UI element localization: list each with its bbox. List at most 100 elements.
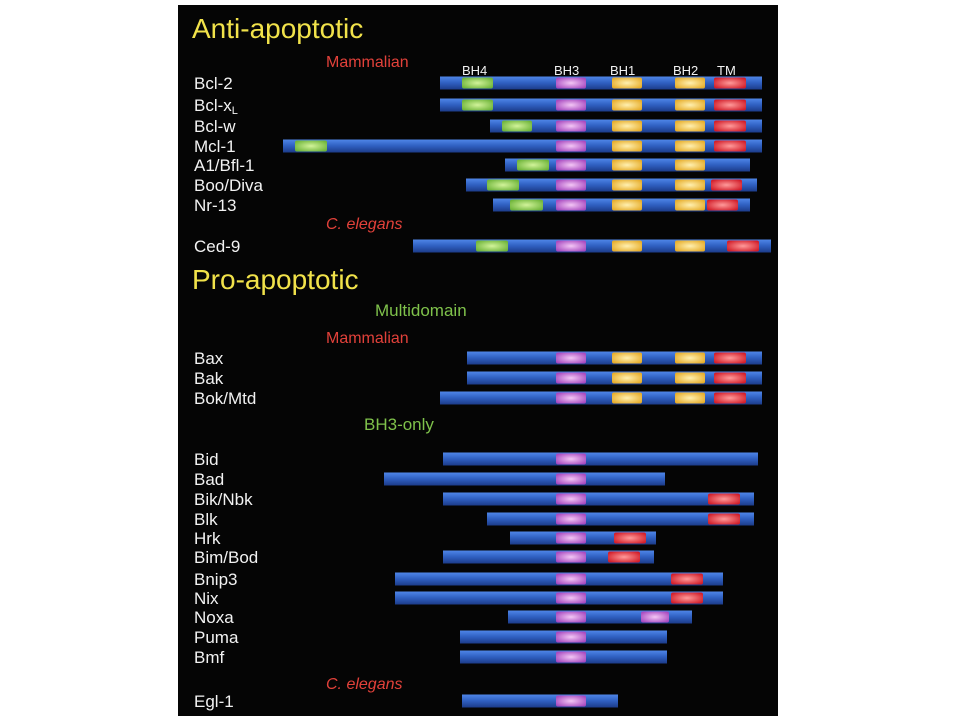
- domain-bh3: [556, 573, 586, 585]
- protein-row-bnip3: Bnip3: [194, 570, 723, 589]
- domain-bh3: [556, 77, 586, 89]
- protein-label: Bnip3: [194, 570, 237, 589]
- protein-label: Bak: [194, 369, 224, 388]
- protein-row-boo-diva: Boo/Diva: [194, 176, 757, 195]
- protein-row-bik-nbk: Bik/Nbk: [194, 490, 754, 509]
- domain-bh3: [556, 473, 586, 485]
- domain-bh3: [556, 513, 586, 525]
- protein-row-bcl-x: Bcl-xL: [194, 96, 762, 117]
- protein-label: Noxa: [194, 608, 234, 627]
- protein-row-noxa: Noxa: [194, 608, 692, 627]
- protein-backbone: [462, 694, 618, 708]
- protein-label: Bid: [194, 450, 219, 469]
- domain-bh2: [675, 77, 705, 89]
- domain-tm: [727, 240, 759, 252]
- protein-row-bcl-2: Bcl-2: [194, 74, 762, 93]
- protein-label: Bcl-w: [194, 117, 236, 136]
- protein-row-ced-9: Ced-9: [194, 237, 771, 256]
- protein-row-bad: Bad: [194, 470, 665, 489]
- domain-bh3: [556, 179, 586, 191]
- header-bh1: BH1: [610, 63, 635, 78]
- domain-tm: [671, 573, 703, 585]
- protein-row-bcl-w: Bcl-w: [194, 117, 762, 136]
- protein-label: Bik/Nbk: [194, 490, 253, 509]
- domain-tm: [614, 532, 646, 544]
- domain-bh1: [612, 372, 642, 384]
- domain-tm: [714, 372, 746, 384]
- protein-row-egl-1: Egl-1: [194, 692, 618, 711]
- domain-bh2: [675, 179, 705, 191]
- protein-label: Puma: [194, 628, 239, 647]
- domain-bh4: [517, 159, 549, 171]
- pro-mammalian-label: Mammalian: [326, 330, 409, 347]
- domain-tm: [708, 493, 740, 505]
- bcl2-family-diagram: Anti-apoptotic Mammalian C. elegans Pro-…: [192, 13, 771, 711]
- protein-label: Mcl-1: [194, 137, 236, 156]
- protein-label: Bcl-2: [194, 74, 233, 93]
- domain-bh2: [675, 140, 705, 152]
- domain-headers: BH4 BH3 BH1 BH2 TM: [462, 63, 736, 78]
- domain-bh2: [675, 120, 705, 132]
- protein-backbone: [440, 391, 762, 405]
- domain-bh2: [675, 99, 705, 111]
- protein-row-hrk: Hrk: [194, 529, 656, 548]
- domain-tm: [671, 592, 703, 604]
- pro-celegans-label: C. elegans: [326, 676, 403, 693]
- domain-bh2: [675, 159, 705, 171]
- domain-tm: [714, 392, 746, 404]
- domain-bh1: [612, 77, 642, 89]
- protein-label: Boo/Diva: [194, 176, 264, 195]
- domain-bh2: [675, 392, 705, 404]
- protein-rows: Bcl-2 Bcl-xLBcl-wMcl-1A1/Bfl-1Boo/DivaNr-…: [194, 74, 771, 711]
- domain-bh3: [556, 651, 586, 663]
- anti-celegans-label: C. elegans: [326, 216, 403, 233]
- protein-backbone: [443, 550, 654, 564]
- domain-bh3: [556, 352, 586, 364]
- domain-bh4: [502, 120, 532, 132]
- protein-label: Bcl-xL: [194, 96, 238, 117]
- protein-label: Bmf: [194, 648, 225, 667]
- domain-tm: [714, 352, 746, 364]
- protein-label: Bim/Bod: [194, 548, 258, 567]
- domain-bh3: [556, 611, 586, 623]
- domain-bh3: [556, 199, 586, 211]
- protein-label: Blk: [194, 510, 218, 529]
- protein-label: Nix: [194, 589, 219, 608]
- domain-bh3: [556, 240, 586, 252]
- domain-bh4: [487, 179, 519, 191]
- domain-bh1: [612, 159, 642, 171]
- protein-label: Nr-13: [194, 196, 237, 215]
- domain-bh1: [612, 140, 642, 152]
- protein-label: Ced-9: [194, 237, 240, 256]
- domain-tm: [714, 120, 746, 132]
- protein-row-mcl-1: Mcl-1: [194, 137, 762, 156]
- domain-bh1: [612, 199, 642, 211]
- domain-bh1: [612, 179, 642, 191]
- domain-bh1: [612, 240, 642, 252]
- domain-bh3: [556, 140, 586, 152]
- header-bh4: BH4: [462, 63, 487, 78]
- protein-label: Egl-1: [194, 692, 234, 711]
- diagram-panel: Anti-apoptotic Mammalian C. elegans Pro-…: [178, 5, 778, 716]
- domain-bh2: [675, 372, 705, 384]
- domain-bh3: [556, 551, 586, 563]
- protein-row-blk: Blk: [194, 510, 754, 529]
- domain-bh3: [556, 159, 586, 171]
- protein-row-puma: Puma: [194, 628, 667, 647]
- domain-bh4: [510, 199, 543, 211]
- domain-tm: [714, 140, 746, 152]
- domain-bh3: [556, 120, 586, 132]
- domain-bh2: [675, 240, 705, 252]
- domain-bh3: [556, 392, 586, 404]
- header-bh2: BH2: [673, 63, 698, 78]
- pro-apoptotic-title: Pro-apoptotic: [192, 264, 359, 295]
- domain-bh3: [556, 532, 586, 544]
- protein-label: Bok/Mtd: [194, 389, 256, 408]
- domain-bh3: [556, 99, 586, 111]
- multidomain-label: Multidomain: [375, 301, 467, 320]
- domain-tm: [714, 77, 746, 89]
- domain-tm: [707, 199, 738, 211]
- protein-backbone: [443, 492, 754, 506]
- domain-bh4: [462, 77, 493, 89]
- protein-row-nix: Nix: [194, 589, 723, 608]
